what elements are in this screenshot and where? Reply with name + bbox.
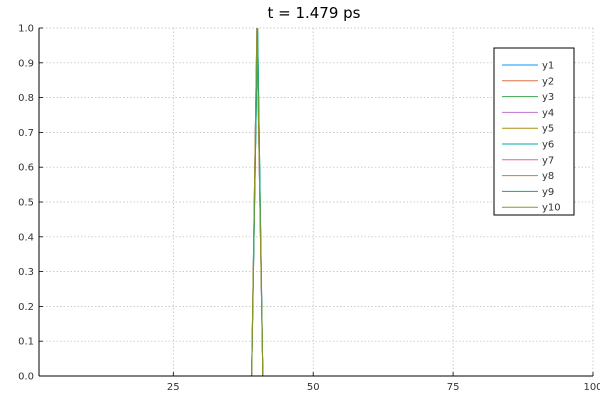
legend-label: y3 (542, 92, 554, 103)
y-tick-label: 0.4 (18, 232, 34, 243)
legend-label: y2 (542, 76, 554, 87)
y-tick-label: 0.1 (18, 337, 34, 348)
grid-lines (39, 27, 594, 377)
x-tick-label: 50 (307, 382, 320, 393)
y-axis-ticks: 0.0 0.1 0.2 0.3 0.4 0.5 0.6 0.7 0.8 0.9 1.0 (18, 24, 43, 383)
legend-label: y8 (542, 171, 554, 182)
legend-label: y5 (542, 124, 554, 135)
y-tick-label: 0.3 (18, 267, 34, 278)
legend-label: y9 (542, 187, 554, 198)
legend-label: y6 (542, 140, 554, 151)
legend-label: y7 (542, 155, 554, 166)
legend-label: y4 (542, 108, 554, 119)
y-tick-label: 0.5 (18, 198, 34, 209)
y-tick-label: 0.2 (18, 302, 34, 313)
legend-label: y10 (542, 203, 561, 214)
y-tick-label: 0.9 (18, 58, 34, 69)
y-tick-label: 0.8 (18, 93, 34, 104)
y-tick-label: 0.6 (18, 163, 34, 174)
y-tick-label: 1.0 (18, 24, 34, 35)
legend: y1 y2 y3 y4 y5 y6 y7 y8 y9 y10 (493, 47, 575, 216)
legend-label: y1 (542, 61, 554, 72)
y-tick-label: 0.0 (18, 372, 34, 383)
chart-title: t = 1.479 ps (267, 4, 360, 22)
x-axis-ticks: 25 50 75 100 (167, 372, 600, 393)
x-tick-label: 75 (447, 382, 460, 393)
y-tick-label: 0.7 (18, 128, 34, 139)
x-tick-label: 100 (583, 382, 600, 393)
x-tick-label: 25 (167, 382, 180, 393)
legend-box (493, 47, 575, 216)
